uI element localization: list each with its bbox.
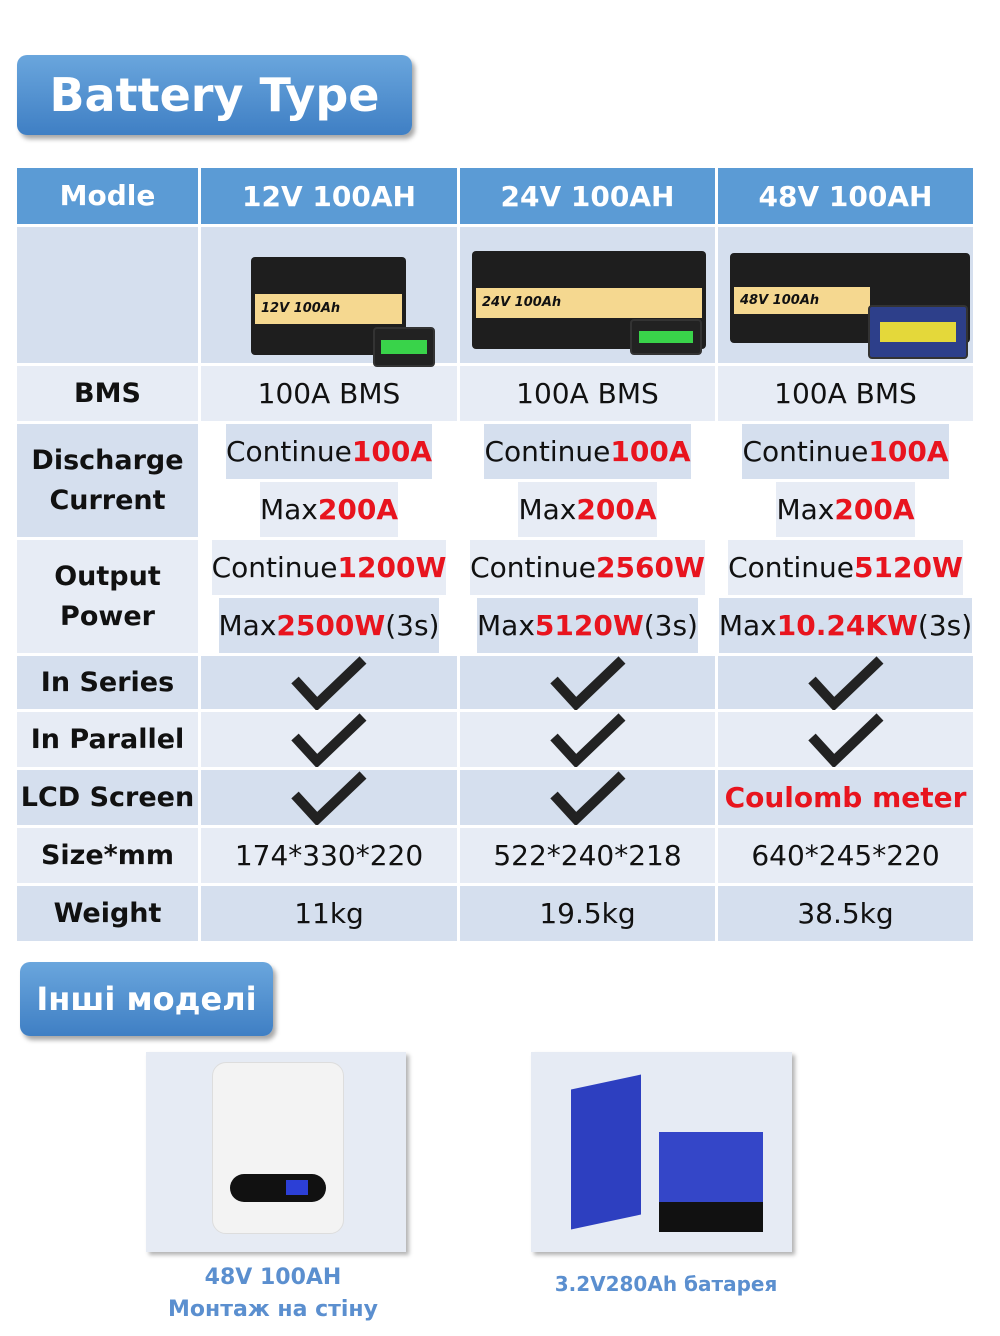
cell: 19.5kg: [460, 886, 715, 941]
row-label: Weight: [17, 886, 198, 941]
row-label: LCD Screen: [17, 770, 198, 825]
row-label: Discharge Current: [17, 424, 198, 537]
coulomb-meter-note: Coulomb meter: [718, 770, 973, 825]
cell: 38.5kg: [718, 886, 973, 941]
image-row: 12V 100Ah 24V 100Ah 48V 100Ah: [17, 227, 973, 367]
value: 5120W: [534, 609, 644, 642]
checkmark-icon: [201, 770, 457, 825]
row-label: BMS: [17, 366, 198, 421]
other-models-title: Інші моделі: [20, 962, 273, 1036]
product-label: 48V 100Ah: [734, 287, 870, 315]
row-label: In Series: [17, 656, 198, 709]
discharge-row: Discharge Current Continue 100A Max 200A …: [17, 424, 973, 537]
in-parallel-row: In Parallel: [17, 712, 973, 767]
cell: 100A BMS: [718, 366, 973, 421]
checkmark-icon: [201, 655, 457, 710]
battery-spec-table: Modle 12V 100AH 24V 100AH 48V 100AH 12V …: [17, 168, 973, 944]
cell: 11kg: [201, 886, 457, 941]
cell: 100A BMS: [460, 366, 715, 421]
page-title: Battery Type: [17, 55, 412, 135]
battery-24v-image: 24V 100Ah: [460, 227, 715, 363]
product-label: 12V 100Ah: [255, 294, 402, 324]
checkmark-icon: [460, 655, 715, 710]
product-caption: 48V 100AH Монтаж на стіну: [168, 1265, 378, 1322]
header-48v: 48V 100AH: [718, 168, 973, 224]
checkmark-icon: [201, 712, 457, 767]
value: 100A: [868, 435, 949, 468]
empty-cell: [17, 227, 198, 363]
cell: 640*245*220: [718, 828, 973, 883]
wall-battery-image: [146, 1052, 406, 1252]
header-model: Modle: [17, 168, 198, 224]
table-header-row: Modle 12V 100AH 24V 100AH 48V 100AH: [17, 168, 973, 224]
value: 200A: [834, 493, 915, 526]
row-label: Output Power: [17, 540, 198, 653]
header-24v: 24V 100AH: [460, 168, 715, 224]
lcd-screen-row: LCD Screen Coulomb meter: [17, 770, 973, 825]
value: 10.24KW: [776, 609, 918, 642]
row-label: In Parallel: [17, 712, 198, 767]
value: 2500W: [276, 609, 386, 642]
checkmark-icon: [718, 712, 973, 767]
checkmark-icon: [460, 712, 715, 767]
value: 200A: [317, 493, 398, 526]
cell: 522*240*218: [460, 828, 715, 883]
cell: 174*330*220: [201, 828, 457, 883]
battery-48v-image: 48V 100Ah: [718, 227, 973, 363]
output-power-row: Output Power Continue 1200W Max 2500W (3s)…: [17, 540, 973, 653]
lifepo4-cell-image: [531, 1052, 792, 1252]
row-label: Size*mm: [17, 828, 198, 883]
value: 200A: [576, 493, 657, 526]
weight-row: Weight 11kg 19.5kg 38.5kg: [17, 886, 973, 941]
checkmark-icon: [718, 655, 973, 710]
product-label: 24V 100Ah: [476, 288, 702, 318]
header-12v: 12V 100AH: [201, 168, 457, 224]
size-row: Size*mm 174*330*220 522*240*218 640*245*…: [17, 828, 973, 883]
product-caption: 3.2V280Ah батарея: [554, 1272, 778, 1296]
value: 2560W: [596, 551, 705, 584]
checkmark-icon: [460, 770, 715, 825]
value: 100A: [351, 435, 433, 468]
cell: 100A BMS: [201, 366, 457, 421]
in-series-row: In Series: [17, 655, 973, 710]
value: 100A: [610, 435, 691, 468]
value: 1200W: [337, 551, 447, 584]
bms-row: BMS 100A BMS 100A BMS 100A BMS: [17, 366, 973, 421]
value: 5120W: [854, 551, 963, 584]
battery-12v-image: 12V 100Ah: [201, 227, 457, 367]
